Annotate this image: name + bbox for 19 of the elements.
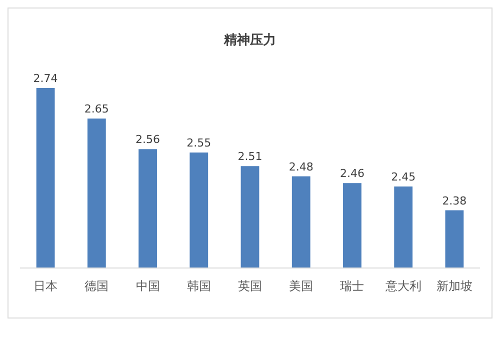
data-label: 2.65 [84, 102, 109, 116]
data-label: 2.46 [340, 167, 364, 180]
x-tick-label: 英国 [238, 279, 262, 293]
x-tick-label: 美国 [289, 279, 314, 293]
data-label: 2.56 [136, 133, 160, 146]
x-tick-label: 德国 [84, 279, 109, 293]
data-label: 2.38 [442, 194, 467, 208]
x-tick-label: 日本 [34, 279, 58, 293]
x-tick-label: 中国 [136, 279, 160, 293]
x-tick-label: 意大利 [384, 279, 422, 293]
data-label: 2.51 [238, 150, 262, 164]
x-tick-label: 瑞士 [340, 279, 364, 293]
data-label: 2.45 [391, 170, 416, 184]
data-label: 2.74 [33, 72, 58, 85]
x-tick-label: 韩国 [186, 279, 211, 293]
chart-title: 精神压力 [223, 32, 276, 48]
x-tick-label: 新加坡 [436, 279, 472, 293]
data-label: 2.55 [186, 136, 212, 150]
data-label: 2.48 [288, 160, 314, 174]
